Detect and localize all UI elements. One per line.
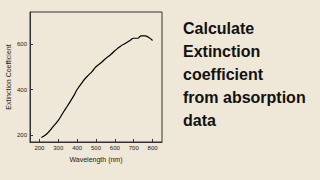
svg-text:600: 600 bbox=[110, 145, 121, 151]
svg-text:700: 700 bbox=[129, 145, 140, 151]
svg-text:400: 400 bbox=[72, 145, 83, 151]
svg-text:200: 200 bbox=[17, 132, 28, 138]
svg-text:from absorption: from absorption bbox=[183, 89, 306, 106]
svg-text:600: 600 bbox=[17, 41, 28, 47]
svg-text:400: 400 bbox=[17, 87, 28, 93]
svg-text:200: 200 bbox=[34, 145, 45, 151]
svg-text:coefficient: coefficient bbox=[183, 66, 264, 83]
svg-text:Extinction: Extinction bbox=[183, 43, 260, 60]
svg-text:800: 800 bbox=[148, 145, 159, 151]
svg-text:Wavelength (nm): Wavelength (nm) bbox=[69, 156, 122, 164]
svg-text:Extinction Coefficient: Extinction Coefficient bbox=[5, 44, 12, 109]
svg-text:data: data bbox=[183, 112, 216, 129]
svg-text:300: 300 bbox=[53, 145, 64, 151]
svg-text:Calculate: Calculate bbox=[183, 20, 254, 37]
svg-text:500: 500 bbox=[91, 145, 102, 151]
